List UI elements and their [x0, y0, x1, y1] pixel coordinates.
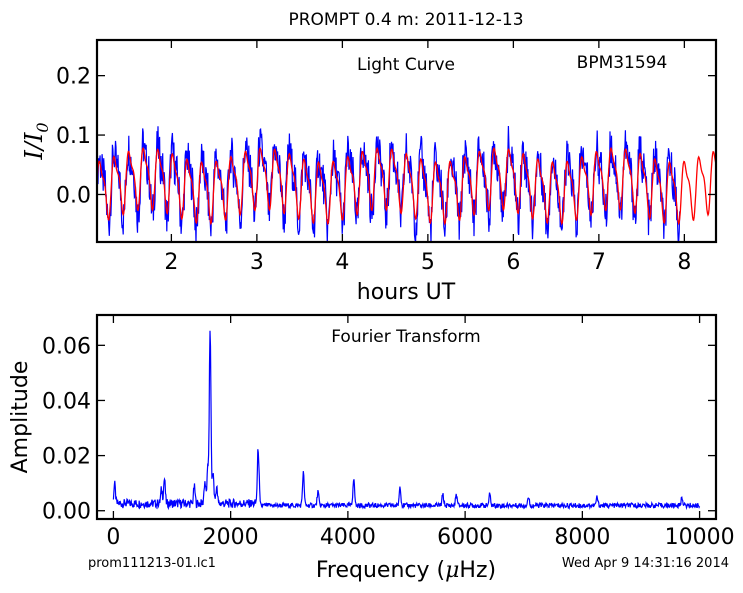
- fourier-xtick-label: 0: [106, 525, 120, 550]
- light-curve-xtick-label: 7: [592, 250, 606, 275]
- fourier-frame: [95, 313, 718, 521]
- fourier-ticks: 0 2000 4000 6000 8000 10000 0.00 0.02 0.04 0.06: [42, 315, 735, 550]
- light-curve-ylabel-main: I/I: [20, 132, 48, 161]
- light-curve-ytick-label: 0.1: [56, 124, 91, 149]
- light-curve-xtick-label: 2: [164, 250, 178, 275]
- light-curve-ylabel-sub: 0: [33, 122, 52, 132]
- fourier-ylabel: Amplitude: [8, 361, 33, 474]
- fourier-xtick-label: 8000: [554, 525, 610, 550]
- light-curve-series: [97, 125, 716, 242]
- light-curve-ticks: 2 3 4 5 6 7 8 0.0 0.1 0.2: [56, 40, 716, 275]
- light-curve-ytick-label: 0.2: [56, 65, 91, 90]
- fourier-xlabel-start: Frequency (: [316, 558, 445, 583]
- fourier-ytick-label: 0.06: [42, 334, 91, 359]
- figure-title: PROMPT 0.4 m: 2011-12-13: [288, 10, 523, 30]
- light-curve-xlabel: hours UT: [357, 280, 456, 305]
- light-curve-panel: 2 3 4 5 6 7 8 0.0 0.1 0.2 Light Curve BPM31594 ho…: [20, 38, 718, 305]
- footer-filename: prom111213-01.lc1: [88, 556, 216, 571]
- fourier-panel: 0 2000 4000 6000 8000 10000 0.00 0.02 0.04 0.06 F…: [8, 313, 735, 583]
- svg-text:I/I0: I/I0: [20, 122, 52, 160]
- light-curve-ytick-label: 0.0: [56, 183, 91, 208]
- fourier-title: Fourier Transform: [331, 327, 480, 347]
- footer-timestamp: Wed Apr 9 14:31:16 2014: [562, 556, 729, 571]
- light-curve-xtick-label: 8: [677, 250, 691, 275]
- fourier-xlabel-mu: μ: [445, 558, 459, 583]
- light-curve-ylabel: I/I0: [20, 122, 52, 160]
- amplitude-spectrum-line: [112, 330, 701, 511]
- fourier-series: [112, 330, 701, 511]
- light-curve-title: Light Curve: [357, 55, 455, 75]
- observed-light-curve-line: [97, 125, 681, 242]
- light-curve-frame: [95, 38, 718, 244]
- fourier-xtick-label: 10000: [665, 525, 735, 550]
- fourier-xtick-label: 6000: [437, 525, 493, 550]
- fourier-xtick-label: 4000: [320, 525, 376, 550]
- light-curve-xtick-label: 4: [335, 250, 349, 275]
- light-curve-xtick-label: 5: [421, 250, 435, 275]
- star-name-label: BPM31594: [577, 53, 668, 73]
- light-curve-xtick-label: 6: [506, 250, 520, 275]
- fourier-ytick-label: 0.02: [42, 445, 91, 470]
- fourier-xtick-label: 2000: [203, 525, 259, 550]
- model-light-curve-line: [97, 146, 716, 226]
- light-curve-xtick-label: 3: [250, 250, 264, 275]
- fourier-ytick-label: 0.04: [42, 389, 91, 414]
- fourier-xlabel: Frequency (μHz): [316, 558, 496, 583]
- fourier-xlabel-end: Hz): [459, 558, 496, 583]
- fourier-ytick-label: 0.00: [42, 500, 91, 525]
